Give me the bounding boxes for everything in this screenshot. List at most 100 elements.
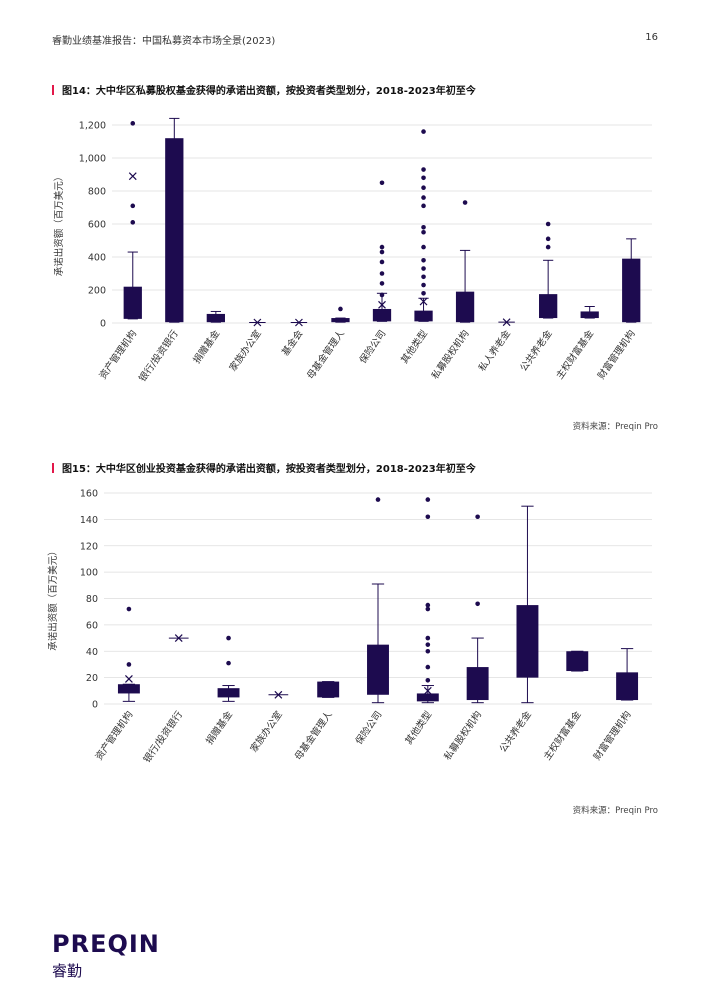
y-tick-label: 1,000 (79, 154, 106, 165)
x-tick-label: 捐赠基金 (203, 708, 235, 746)
outlier-point (425, 642, 431, 647)
box (466, 667, 489, 701)
outlier-point (421, 225, 426, 230)
x-tick-label: 基金会 (279, 327, 305, 358)
outlier-point (462, 200, 468, 205)
box (206, 313, 225, 323)
mean-marker (274, 690, 283, 699)
outlier-point (421, 244, 426, 250)
x-tick-label: 公共养老金 (518, 327, 555, 373)
figure-15-title-text: 图15：大中华区创业投资基金获得的承诺出资额，按投资者类型划分，2018-202… (62, 464, 476, 475)
outlier-point (421, 167, 426, 172)
box (123, 286, 142, 319)
y-axis-label: 承诺出资额（百万美元） (47, 546, 59, 651)
box (622, 258, 641, 323)
accent-bar (52, 463, 54, 473)
logo-wordmark: PREQIN (52, 930, 160, 958)
y-tick-label: 1,200 (79, 121, 106, 132)
x-tick-label: 捐赠基金 (191, 327, 223, 365)
outlier-point (421, 266, 426, 271)
outlier-point (379, 244, 385, 250)
outlier-point (425, 606, 431, 612)
outlier-point (421, 129, 426, 134)
y-tick-label: 140 (80, 515, 98, 526)
figure-15-source: 资料来源：Preqin Pro (572, 806, 658, 816)
mean-marker (294, 318, 303, 327)
outlier-point (425, 677, 431, 683)
report-title: 睿勤业绩基准报告：中国私募资本市场全景(2023) (52, 36, 276, 47)
outlier-point (421, 258, 426, 263)
outlier-point (475, 601, 480, 607)
y-tick-label: 160 (80, 489, 98, 500)
outlier-point (545, 221, 551, 227)
box (516, 605, 539, 678)
outlier-point (421, 282, 426, 288)
x-tick-label: 其他类型 (403, 708, 435, 746)
box (414, 310, 433, 322)
outlier-point (379, 249, 385, 255)
outlier-point (425, 602, 431, 608)
x-tick-label: 私募股权机构 (442, 709, 485, 763)
y-tick-label: 600 (88, 220, 106, 231)
y-tick-label: 200 (88, 286, 106, 297)
y-axis-label: 承诺出资额（百万美元） (53, 172, 65, 277)
logo-subtext: 睿勤 (52, 962, 83, 980)
outlier-point (421, 291, 426, 296)
box (217, 688, 240, 698)
outlier-point (421, 185, 426, 190)
x-tick-label: 保险公司 (357, 328, 389, 366)
outlier-point (545, 244, 551, 250)
outlier-point (126, 662, 132, 667)
y-tick-label: 100 (80, 568, 98, 579)
outlier-point (425, 497, 431, 502)
outlier-point (379, 281, 385, 286)
outlier-point (425, 664, 431, 670)
mean-marker (378, 300, 386, 309)
box (331, 318, 350, 323)
x-tick-label: 银行/投资银行 (141, 708, 186, 765)
preqin-logo: PREQIN 睿勤 (52, 930, 160, 981)
figure-14-source: 资料来源：Preqin Pro (572, 422, 658, 432)
box (455, 291, 475, 323)
y-tick-label: 20 (86, 673, 98, 684)
x-tick-label: 家族办公室 (227, 328, 264, 374)
outlier-point (421, 175, 426, 181)
outlier-point (379, 292, 385, 298)
outlier-point (130, 121, 136, 126)
x-tick-label: 银行/投资银行 (136, 327, 181, 384)
figure-14-title-text: 图14：大中华区私募股权基金获得的承诺出资额，按投资者类型划分，2018-202… (62, 86, 476, 97)
figure-14-title: 图14：大中华区私募股权基金获得的承诺出资额，按投资者类型划分，2018-202… (52, 82, 476, 97)
x-tick-label: 公共养老金 (497, 708, 534, 754)
mean-marker (502, 318, 511, 327)
mean-marker (174, 634, 183, 642)
mean-marker (423, 686, 432, 695)
outlier-point (425, 514, 431, 520)
box (539, 294, 558, 319)
y-tick-label: 0 (92, 700, 98, 711)
x-tick-label: 母基金管理人 (292, 708, 335, 762)
box (117, 684, 140, 694)
y-tick-label: 80 (86, 594, 98, 605)
x-tick-label: 财富管理机构 (591, 709, 634, 763)
box (317, 681, 340, 698)
x-tick-label: 保险公司 (353, 709, 385, 747)
outlier-point (375, 497, 381, 502)
x-tick-label: 母基金管理人 (304, 327, 347, 381)
figure-15-title: 图15：大中华区创业投资基金获得的承诺出资额，按投资者类型划分，2018-202… (52, 460, 476, 475)
accent-bar (52, 85, 54, 95)
outlier-point (421, 203, 426, 209)
mean-marker (124, 675, 133, 683)
y-tick-label: 120 (80, 541, 98, 552)
x-tick-label: 财富管理机构 (595, 328, 638, 382)
figure-15-chart: 0 20 40 60 80 100 120 140 160 承诺出资额（百万美元） 资产管理机构 银行… (47, 489, 652, 765)
y-tick-label: 60 (86, 620, 98, 631)
outlier-point (421, 274, 426, 280)
box (165, 138, 184, 323)
outlier-point (379, 180, 385, 186)
x-tick-label: 资产管理机构 (93, 709, 136, 763)
outlier-point (126, 606, 132, 612)
outlier-point (545, 236, 551, 242)
x-tick-label: 家族办公室 (248, 709, 285, 755)
mean-marker (419, 297, 428, 306)
mean-marker (253, 318, 262, 327)
